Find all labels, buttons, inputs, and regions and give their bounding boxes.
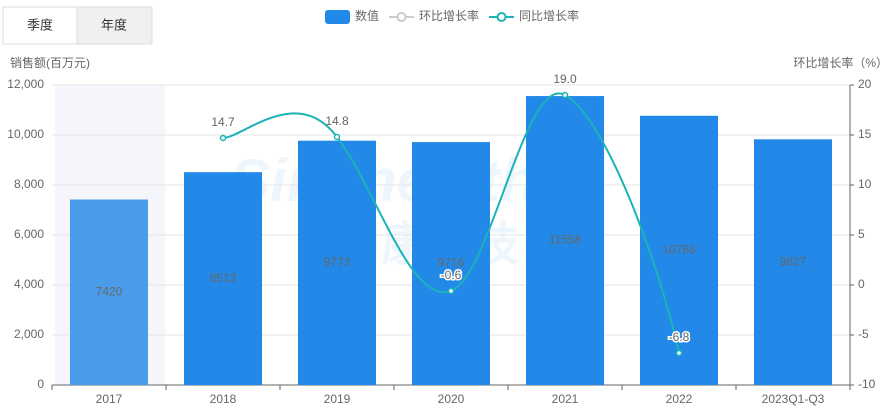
y2-tick-label: -10 [858,377,876,391]
y-tick-label: 8,000 [14,177,44,191]
bar-label: 8513 [210,271,237,285]
y2-tick-label: -5 [858,327,869,341]
watermark: Sinohealth [230,147,537,214]
y2-tick-label: 0 [858,277,865,291]
bar-label: 7420 [96,284,123,298]
bar [526,96,604,386]
point [675,349,683,357]
y2-tick-label: 5 [858,227,865,241]
tab[interactable] [2,6,78,45]
y2-tick-label: 20 [858,77,872,91]
x-tick-label: 2023Q1-Q3 [762,392,825,406]
y-tick-label: 2,000 [14,327,44,341]
bar [640,115,718,386]
legend-swatch[interactable] [325,10,350,24]
y-tick-label: 12,000 [7,77,44,91]
point-label: 14.8 [325,114,349,128]
tab-label[interactable]: 季度 [27,17,53,32]
point-label: 14.7 [211,115,235,129]
tab-active[interactable] [76,6,153,45]
point [447,287,455,295]
bar-label: 9716 [438,256,465,270]
bar [754,139,832,385]
line [222,92,680,354]
y-tick-label: 6,000 [14,227,44,241]
bar-label: 11558 [549,233,582,247]
legend-label[interactable]: 同比增长率 [519,8,579,23]
y2-tick-label: 15 [858,127,872,141]
point [333,133,341,141]
point [561,91,569,99]
y-tick-label: 10,000 [7,127,44,141]
x-tick-label: 2019 [324,392,351,406]
legend-label[interactable]: 数值 [355,8,379,23]
point-label: 19.0 [553,72,577,86]
y2-tick-label: 10 [858,177,872,191]
legend-label[interactable]: 环比增长率 [419,8,479,23]
bar [70,199,148,385]
legend-swatch[interactable] [496,12,507,22]
legend-swatch[interactable] [396,12,407,22]
y2-axis-label: 环比增长率（%） [793,55,888,70]
x-tick-label: 2020 [438,392,465,406]
tab-label[interactable]: 年度 [101,17,127,32]
bar [184,172,262,385]
point [219,134,227,142]
x-tick-label: 2022 [666,392,693,406]
point-label: -0.6 [441,268,462,282]
bar-label: 9827 [780,254,807,268]
bar-label: 9773 [324,255,351,269]
bar [412,142,490,385]
y-tick-label: 0 [37,377,44,391]
y-axis-label: 销售额(百万元) [10,55,90,70]
bar-label: 10768 [662,243,696,257]
x-tick-label: 2017 [96,392,123,406]
point-label: -6.8 [669,330,690,344]
y-tick-label: 4,000 [14,277,44,291]
x-tick-label: 2018 [210,392,237,406]
x-tick-label: 2021 [552,392,579,406]
